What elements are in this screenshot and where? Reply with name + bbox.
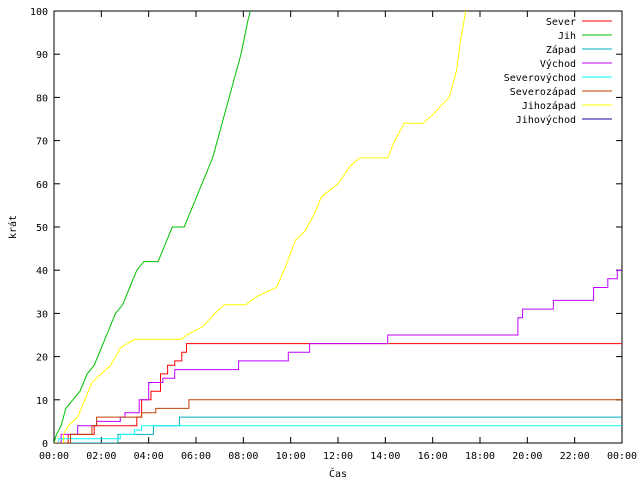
legend-label: Sever [546,17,576,28]
x-tick-label: 14:00 [370,451,400,462]
y-tick-label: 10 [36,396,48,407]
x-tick-label: 08:00 [228,451,258,462]
legend-label: Východ [540,58,576,70]
y-tick-label: 50 [36,223,48,234]
legend-label: Jih [558,31,576,42]
y-tick-label: 80 [36,93,48,104]
legend: Sever Jih Západ Východ Severovýchod Severozáp… [504,17,612,126]
series-line-7 [63,11,467,443]
series-line-2 [54,11,251,443]
series-lines [54,11,622,443]
series-line-1 [67,343,622,443]
x-tick-label: 18:00 [465,451,495,462]
x-tick-label: 12:00 [323,451,353,462]
x-tick-label: 16:00 [418,451,448,462]
y-tick-label: 70 [36,137,48,148]
x-tick-label: 00:00 [39,451,69,462]
x-tick-label: 00:00 [607,451,637,462]
legend-label: Jihozápad [522,100,576,112]
y-tick-label: 90 [36,50,48,61]
series-line-4 [60,269,622,443]
x-tick-label: 20:00 [512,451,542,462]
y-tick-label: 20 [36,353,48,364]
x-axis-title: Čas [329,467,347,480]
series-line-3 [54,416,622,443]
legend-label: Západ [546,44,576,56]
legend-label: Jihovýchod [516,114,576,126]
series-line-5 [58,425,622,443]
y-tick-label: 60 [36,180,48,191]
axes: 0 10 20 30 40 50 60 70 80 90 100 00:00 02:00 04:00 06:… [30,7,637,462]
legend-label: Severovýchod [504,72,576,84]
series-line-6 [54,399,622,443]
x-tick-label: 10:00 [276,451,306,462]
x-tick-label: 22:00 [560,451,590,462]
x-tick-label: 06:00 [181,451,211,462]
y-tick-label: 40 [36,266,48,277]
legend-label: Severozápad [510,86,576,98]
x-tick-label: 02:00 [86,451,116,462]
y-axis-title: krát [7,215,19,239]
x-tick-label: 04:00 [134,451,164,462]
y-tick-label: 0 [42,439,48,450]
y-tick-label: 30 [36,309,48,320]
y-tick-label: 100 [30,7,48,18]
